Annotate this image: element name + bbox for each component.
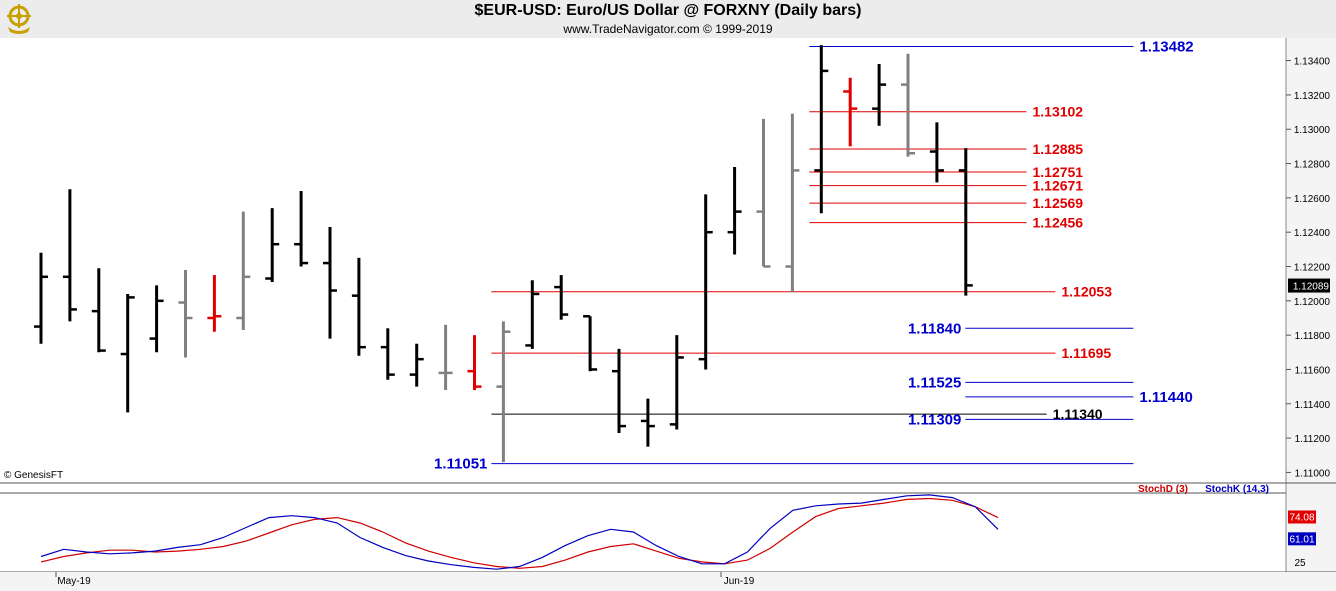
y-tick-label: 1.12400 [1294,228,1331,239]
level-label: 1.13482 [1139,39,1193,56]
ohlc-bar [640,398,655,447]
y-tick-label: 1.11800 [1295,331,1331,342]
last-price-label: 1.12089 [1293,282,1330,293]
ohlc-bar [756,118,771,268]
ohlc-bar [496,321,511,463]
y-tick-label: 1.13400 [1294,57,1331,68]
y-tick-label: 1.11600 [1295,365,1331,376]
stoch-line [40,497,999,569]
ohlc-bar [698,194,713,370]
level-label: 1.11051 [434,456,487,473]
ohlc-bar [929,122,944,183]
ohlc-bar [612,348,626,433]
chart-title: $EUR-USD: Euro/US Dollar @ FORXNY (Daily… [474,2,862,19]
ohlc-bar [901,53,915,157]
level-label: 1.13102 [1032,104,1083,120]
ohlc-bar [34,252,48,344]
level-label: 1.12751 [1032,164,1083,180]
stoch-k-value-marker [1288,532,1316,546]
level-label: 1.11309 [908,411,961,428]
ohlc-bar [265,208,280,282]
y-tick-label: 1.13000 [1294,125,1331,136]
y-tick-label: 1.12200 [1294,263,1331,274]
ohlc-bar [554,275,569,320]
stoch-k-legend: StochK (14,3) [1205,484,1269,495]
ohlc-bar [409,343,424,387]
y-tick-label: 1.12600 [1294,194,1331,205]
chart-header: $EUR-USD: Euro/US Dollar @ FORXNY (Daily… [0,0,1336,38]
ohlc-bar [323,227,337,339]
ohlc-bar [958,148,973,296]
stoch-tick-label: 25 [1294,558,1306,569]
y-tick-label: 1.11200 [1295,434,1331,445]
ohlc-bar [525,280,540,349]
y-axis-panel [1286,38,1336,591]
ohlc-bar [380,328,395,380]
ohlc-bar [294,191,309,267]
ohlc-bar [467,335,482,391]
y-tick-label: 1.11000 [1295,468,1331,479]
ohlc-bar [149,285,164,353]
ohlc-bar [62,189,77,322]
ohlc-bar [351,257,366,356]
ohlc-bar [120,293,135,413]
ohlc-bar [207,275,222,332]
ohlc-bar [583,315,598,372]
ohlc-bar [236,211,251,330]
ohlc-bar [814,45,829,214]
stoch-k-value: 61.01 [1289,534,1314,545]
ohlc-bar [91,268,106,353]
y-tick-label: 1.11400 [1295,400,1331,411]
level-label: 1.12053 [1061,284,1112,300]
y-tick-label: 1.12000 [1294,297,1331,308]
level-label: 1.12456 [1032,215,1083,231]
copyright-text: © GenesisFT [4,470,63,481]
x-tick-label: May-19 [57,576,91,587]
y-tick-label: 1.13200 [1294,91,1331,102]
ohlc-bar [785,113,800,293]
level-label: 1.11525 [908,374,961,391]
level-label: 1.11840 [908,320,961,337]
chart-subtitle: www.TradeNavigator.com © 1999-2019 [563,22,773,36]
ohlc-bar [727,166,742,255]
level-label: 1.12885 [1032,141,1083,157]
ohlc-bar [438,324,453,391]
level-label: 1.12569 [1032,195,1083,211]
level-label: 1.11340 [1053,406,1103,422]
x-tick-label: Jun-19 [724,576,755,587]
stoch-line [40,494,999,570]
ohlc-bar [669,335,684,430]
ohlc-bar [178,269,193,358]
stoch-d-value: 74.08 [1289,512,1314,523]
level-label: 1.11695 [1061,345,1111,361]
x-axis-panel [0,572,1336,591]
ship-wheel-logo-icon [4,3,34,40]
y-tick-label: 1.12800 [1294,160,1331,171]
stoch-d-legend: StochD (3) [1138,484,1188,495]
last-price-marker [1288,278,1330,293]
ohlc-bar [843,77,858,147]
level-label: 1.12671 [1032,178,1083,194]
stoch-d-value-marker [1288,510,1316,524]
ohlc-bar [872,64,887,126]
level-label: 1.11440 [1139,389,1192,406]
